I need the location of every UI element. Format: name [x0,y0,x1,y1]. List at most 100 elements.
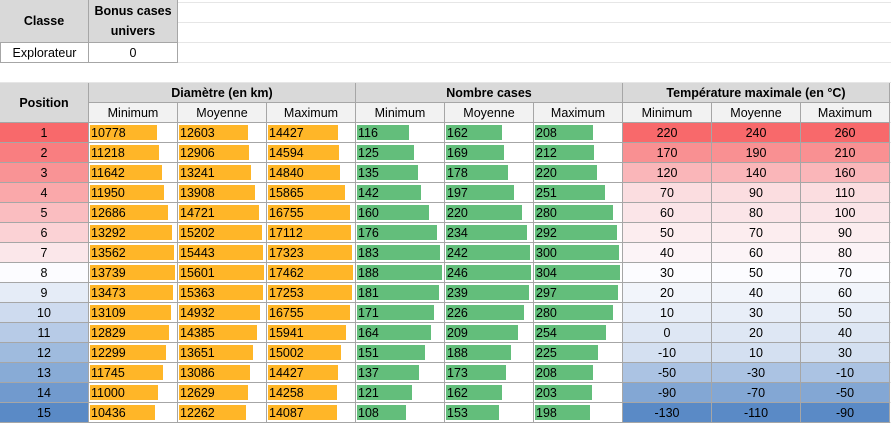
cell-text: 15941 [269,325,304,340]
cell-text: 40 [838,325,852,340]
cell-text: Maximum [283,105,339,120]
data-bar [357,165,419,180]
temperature-cell: -50 [623,363,712,383]
cell-text: -50 [835,385,855,400]
data-bar [535,305,614,320]
value-cell: 246 [445,263,534,283]
cell-text: 20 [660,285,674,300]
value-cell: 10778 [89,123,178,143]
position-cell: 11 [0,323,89,343]
data-bar [446,225,527,240]
data-bar [357,125,410,140]
cell-text: 15443 [180,245,215,260]
cell-text: Position [19,95,69,110]
cell-text: 90 [838,225,852,240]
value-cell: 16755 [267,303,356,323]
cell-text: 16755 [269,305,304,320]
data-bar [90,305,172,320]
cell-text: 190 [745,145,767,160]
cell-text: 14427 [269,125,304,140]
cell-text: 197 [447,185,468,200]
value-cell: 15601 [178,263,267,283]
value-cell: 14385 [178,323,267,343]
cell-text: 153 [447,405,468,420]
data-bar [357,205,430,220]
data-bar [90,225,173,240]
data-bar [446,165,508,180]
temperature-cell: 160 [801,163,890,183]
temperature-cell: 170 [623,143,712,163]
cell-text: 242 [447,245,468,260]
cell-text: 13292 [91,225,126,240]
cell-text: 17253 [269,285,304,300]
cell-text: 1 [40,125,48,140]
value-cell: 137 [356,363,445,383]
cell-text: 17462 [269,265,304,280]
cell-text: 12262 [180,405,215,420]
value-cell: 297 [534,283,623,303]
data-bar [535,225,617,240]
cell-text: 14087 [269,405,304,420]
data-bar [268,265,353,280]
cell-text: -90 [835,405,855,420]
value-cell: 226 [445,303,534,323]
value-cell: 12829 [89,323,178,343]
value-cell: 220 [445,203,534,223]
cell-text: 11950 [91,185,125,200]
value-cell: 11218 [89,143,178,163]
data-bar [357,325,432,340]
cell-text: 220 [656,125,678,140]
temperature-cell: -10 [623,343,712,363]
position-cell: 10 [0,303,89,323]
cell-text: 14 [37,385,51,400]
cell-text: Explorateur [12,45,77,60]
position-cell: 5 [0,203,89,223]
cell-text: -50 [657,365,677,380]
cell-text: 7 [40,245,48,260]
value-cell: 125 [356,143,445,163]
cell-text: 13651 [180,345,215,360]
cell-text: 142 [358,185,379,200]
value-cell: 208 [534,123,623,143]
cell-text: 160 [358,205,379,220]
value-cell: 14594 [267,143,356,163]
data-bar [535,285,619,300]
value-cell: 13241 [178,163,267,183]
value-cell: 212 [534,143,623,163]
cell-text: 17323 [269,245,304,260]
temperature-cell: -30 [712,363,801,383]
data-bar [268,225,352,240]
data-bar [357,305,435,320]
data-bar [535,265,620,280]
cell-text: 70 [838,265,852,280]
sub-header: Minimum [356,103,445,123]
cell-text: 13086 [180,365,215,380]
cell-text: Diamètre (en km) [171,85,273,100]
value-cell: 151 [356,343,445,363]
temperature-cell: 50 [712,263,801,283]
value-cell: 142 [356,183,445,203]
data-bar [90,205,169,220]
temperature-cell: 40 [623,243,712,263]
value-cell: 12906 [178,143,267,163]
value-cell: 116 [356,123,445,143]
cell-text: Moyenne [730,105,782,120]
value-cell: 15941 [267,323,356,343]
cell-text: 13241 [180,165,215,180]
value-cell: 300 [534,243,623,263]
temperature-cell: -130 [623,403,712,423]
cell-text: -10 [835,365,855,380]
data-bar [90,365,163,380]
data-bar [268,245,353,260]
value-cell: 13109 [89,303,178,323]
data-bar [357,405,406,420]
value-cell: 17462 [267,263,356,283]
data-bar [90,165,163,180]
value-cell: 292 [534,223,623,243]
data-bar [535,205,614,220]
cell-text: 208 [536,365,557,380]
data-bar [357,345,426,360]
cell-text: 220 [447,205,468,220]
temperature-cell: 20 [623,283,712,303]
data-bar [357,265,442,280]
